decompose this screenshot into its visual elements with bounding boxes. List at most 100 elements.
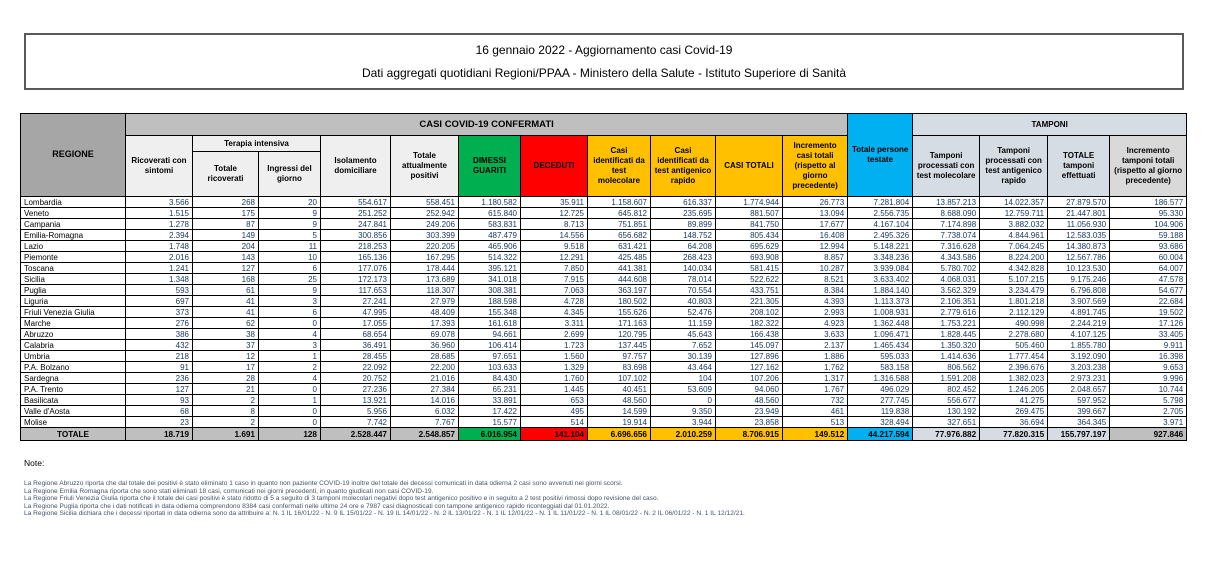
total-value-cell: 1.691 <box>192 427 259 441</box>
value-cell: 12 <box>192 350 259 362</box>
header-casi-test-antigenico: Casi identificati da test antigenico rap… <box>650 135 716 197</box>
value-cell: 327.651 <box>912 416 981 428</box>
table-row: Basilicata 93 2 1 13.921 14.016 33.891 653 48.56… <box>20 394 1188 406</box>
value-cell: 1.760 <box>520 372 588 384</box>
value-cell: 8.688.090 <box>912 207 981 219</box>
value-cell: 20.752 <box>320 372 391 384</box>
value-cell: 9 <box>258 284 321 296</box>
region-cell: Toscana <box>20 262 126 274</box>
value-cell: 17.677 <box>781 218 849 230</box>
value-cell: 3.971 <box>1109 416 1188 428</box>
value-cell: 1.362.448 <box>847 317 914 329</box>
value-cell: 171.163 <box>587 317 651 329</box>
value-cell: 616.337 <box>650 196 716 208</box>
value-cell: 41 <box>192 306 259 318</box>
value-cell: 25 <box>258 273 321 285</box>
value-cell: 14.556 <box>520 229 588 241</box>
value-cell: 7.063 <box>520 284 588 296</box>
value-cell: 1.113.373 <box>847 295 914 307</box>
region-cell: Abruzzo <box>20 328 126 340</box>
value-cell: 3.192.090 <box>1047 350 1111 362</box>
value-cell: 556.677 <box>912 394 981 406</box>
value-cell: 143 <box>192 251 259 263</box>
region-cell: Valle d'Aosta <box>20 405 126 417</box>
value-cell: 645.812 <box>587 207 651 219</box>
header-casi-totali: CASI TOTALI <box>715 135 783 197</box>
value-cell: 4.345 <box>520 306 588 318</box>
table-row: Umbria 218 12 1 28.455 28.685 97.651 1.560 97.75… <box>20 350 1188 362</box>
value-cell: 4.844.961 <box>979 229 1049 241</box>
value-cell: 3.882.032 <box>979 218 1049 230</box>
value-cell: 235.695 <box>650 207 716 219</box>
total-value-cell: 141.104 <box>520 427 588 441</box>
table-row: Piemonte 2.016 143 10 165.136 167.295 514.322 1… <box>20 251 1188 263</box>
value-cell: 2.016 <box>125 251 193 263</box>
value-cell: 4.891.745 <box>1047 306 1111 318</box>
value-cell: 14.016 <box>390 394 459 406</box>
value-cell: 9.175.246 <box>1047 273 1111 285</box>
value-cell: 583.158 <box>847 361 914 373</box>
value-cell: 465.906 <box>458 240 521 252</box>
value-cell: 166.438 <box>715 328 783 340</box>
header-incremento-casi-totali: Incremento casi totali (rispetto al gior… <box>781 135 849 197</box>
value-cell: 178.444 <box>390 262 459 274</box>
value-cell: 0 <box>258 317 321 329</box>
value-cell: 2.556.735 <box>847 207 914 219</box>
value-cell: 558.451 <box>390 196 459 208</box>
value-cell: 252.942 <box>390 207 459 219</box>
value-cell: 47.578 <box>1109 273 1188 285</box>
value-cell: 2.699 <box>520 328 588 340</box>
value-cell: 70.554 <box>650 284 716 296</box>
report-title: 16 gennaio 2022 - Aggiornamento casi Cov… <box>475 43 733 57</box>
total-value-cell: 155.797.197 <box>1047 427 1111 441</box>
total-value-cell: 927.846 <box>1109 427 1188 441</box>
value-cell: 64.208 <box>650 240 716 252</box>
value-cell: 0 <box>650 394 716 406</box>
value-cell: 441.381 <box>587 262 651 274</box>
value-cell: 65.231 <box>458 383 521 395</box>
total-value-cell: 2.548.857 <box>390 427 459 441</box>
value-cell: 106.414 <box>458 339 521 351</box>
header-group-terapia-intensiva: Terapia intensiva <box>192 135 321 152</box>
value-cell: 62 <box>192 317 259 329</box>
value-cell: 2.495.326 <box>847 229 914 241</box>
value-cell: 47.995 <box>320 306 391 318</box>
value-cell: 364.345 <box>1047 416 1111 428</box>
value-cell: 36.960 <box>390 339 459 351</box>
total-value-cell: 6.016.954 <box>458 427 521 441</box>
header-totale-ricoverati: Totale ricoverati <box>192 151 259 197</box>
value-cell: 87 <box>192 218 259 230</box>
value-cell: 7.652 <box>650 339 716 351</box>
value-cell: 19.502 <box>1109 306 1188 318</box>
value-cell: 36.491 <box>320 339 391 351</box>
value-cell: 595.033 <box>847 350 914 362</box>
header-group-tamponi: TAMPONI <box>912 113 1188 136</box>
value-cell: 432 <box>125 339 193 351</box>
value-cell: 64.007 <box>1109 262 1188 274</box>
total-value-cell: 77.976.882 <box>912 427 981 441</box>
value-cell: 167.295 <box>390 251 459 263</box>
value-cell: 168 <box>192 273 259 285</box>
header-casi-test-molecolare: Casi identificati da test molecolare <box>587 135 651 197</box>
region-cell: Puglia <box>20 284 126 296</box>
value-cell: 1.445 <box>520 383 588 395</box>
value-cell: 1.246.205 <box>979 383 1049 395</box>
value-cell: 0 <box>258 405 321 417</box>
table-row: Emilia-Romagna 2.394 149 5 300.856 303.399 487… <box>20 229 1188 241</box>
header-totale-tamponi: TOTALE tamponi effettuati <box>1047 135 1111 197</box>
header-isolamento-domiciliare: Isolamento domiciliare <box>320 135 391 197</box>
value-cell: 38 <box>192 328 259 340</box>
value-cell: 16.408 <box>781 229 849 241</box>
value-cell: 33.891 <box>458 394 521 406</box>
value-cell: 83.698 <box>587 361 651 373</box>
value-cell: 12.725 <box>520 207 588 219</box>
header-tamponi-molecolare: Tamponi processati con test molecolare <box>912 135 981 197</box>
value-cell: 119.838 <box>847 405 914 417</box>
value-cell: 180.502 <box>587 295 651 307</box>
value-cell: 341.018 <box>458 273 521 285</box>
value-cell: 161.618 <box>458 317 521 329</box>
value-cell: 1.723 <box>520 339 588 351</box>
value-cell: 221.305 <box>715 295 783 307</box>
region-cell: Campania <box>20 218 126 230</box>
value-cell: 1.777.454 <box>979 350 1049 362</box>
